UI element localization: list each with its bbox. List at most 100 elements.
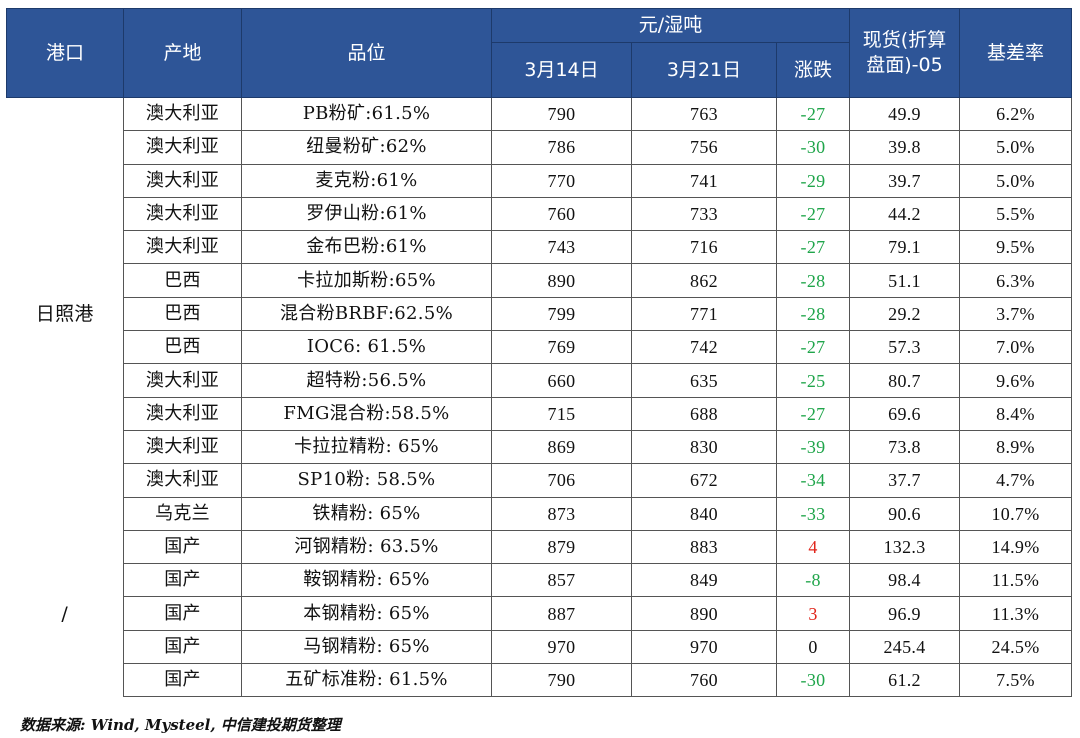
table-row: 国产 鞍钢精粉: 65% 857 849 -8 98.4 11.5%: [7, 563, 1072, 598]
basis-rate-cell: 6.3%: [959, 263, 1072, 298]
basis-rate-cell: 8.4%: [959, 396, 1072, 431]
price-date-2-cell: 890: [631, 596, 777, 631]
basis-rate-cell: 4.7%: [959, 463, 1072, 498]
price-date-2-cell: 883: [631, 529, 777, 565]
iron-ore-price-table: 港口 产地 品位 元/湿吨 现货(折算盘面)-05 基差率 3月14日 3月21…: [6, 8, 1072, 698]
price-date-2-cell: 760: [631, 663, 777, 698]
port-cell: 日照港: [6, 97, 124, 531]
origin-cell: 国产: [123, 563, 242, 598]
header-date-2: 3月21日: [631, 42, 777, 98]
change-cell: -33: [776, 496, 850, 531]
price-date-1-cell: 786: [491, 130, 632, 165]
change-cell: -27: [776, 230, 850, 265]
grade-cell: 本钢精粉: 65%: [241, 596, 492, 631]
price-date-1-cell: 799: [491, 296, 632, 332]
price-date-1-cell: 890: [491, 263, 632, 298]
basis-rate-cell: 3.7%: [959, 296, 1072, 332]
price-date-2-cell: 763: [631, 96, 777, 132]
header-origin: 产地: [123, 8, 242, 98]
change-cell: -8: [776, 563, 850, 598]
header-grade: 品位: [241, 8, 492, 98]
price-date-1-cell: 660: [491, 363, 632, 398]
spot-basis-cell: 39.7: [849, 163, 960, 198]
table-row: 澳大利亚 FMG混合粉:58.5% 715 688 -27 69.6 8.4%: [7, 396, 1072, 431]
price-date-2-cell: 771: [631, 296, 777, 332]
price-date-1-cell: 715: [491, 396, 632, 431]
origin-cell: 国产: [123, 596, 242, 631]
origin-cell: 澳大利亚: [123, 463, 242, 498]
table-row: 巴西 混合粉BRBF:62.5% 799 771 -28 29.2 3.7%: [7, 296, 1072, 332]
origin-cell: 巴西: [123, 296, 242, 332]
change-cell: 4: [776, 529, 850, 565]
price-date-1-cell: 769: [491, 330, 632, 365]
change-cell: -27: [776, 330, 850, 365]
grade-cell: IOC6: 61.5%: [241, 330, 492, 365]
grade-cell: FMG混合粉:58.5%: [241, 396, 492, 431]
grade-cell: 河钢精粉: 63.5%: [241, 529, 492, 565]
grade-cell: 混合粉BRBF:62.5%: [241, 296, 492, 332]
price-date-2-cell: 742: [631, 330, 777, 365]
change-cell: -28: [776, 296, 850, 332]
price-date-1-cell: 970: [491, 629, 632, 665]
change-cell: -30: [776, 130, 850, 165]
table-row: 澳大利亚 SP10粉: 58.5% 706 672 -34 37.7 4.7%: [7, 463, 1072, 498]
basis-rate-cell: 5.0%: [959, 130, 1072, 165]
price-date-2-cell: 672: [631, 463, 777, 498]
basis-rate-cell: 5.0%: [959, 163, 1072, 198]
change-cell: -30: [776, 663, 850, 698]
change-cell: -27: [776, 396, 850, 431]
table-row: 澳大利亚 罗伊山粉:61% 760 733 -27 44.2 5.5%: [7, 196, 1072, 232]
origin-cell: 巴西: [123, 263, 242, 298]
header-spot: 现货(折算盘面)-05: [849, 8, 960, 98]
grade-cell: 铁精粉: 65%: [241, 496, 492, 531]
basis-rate-cell: 9.6%: [959, 363, 1072, 398]
origin-cell: 澳大利亚: [123, 96, 242, 132]
data-source-note: 数据来源: Wind, Mysteel, 中信建投期货整理: [20, 716, 341, 734]
spot-basis-cell: 44.2: [849, 196, 960, 232]
price-date-2-cell: 862: [631, 263, 777, 298]
table-row: 国产 本钢精粉: 65% 887 890 3 96.9 11.3%: [7, 596, 1072, 631]
change-cell: -39: [776, 429, 850, 465]
origin-cell: 澳大利亚: [123, 429, 242, 465]
spot-basis-cell: 98.4: [849, 563, 960, 598]
spot-basis-cell: 90.6: [849, 496, 960, 531]
price-date-2-cell: 716: [631, 230, 777, 265]
origin-cell: 乌克兰: [123, 496, 242, 531]
price-date-2-cell: 849: [631, 563, 777, 598]
header-basis: 基差率: [959, 8, 1072, 98]
price-date-1-cell: 873: [491, 496, 632, 531]
origin-cell: 巴西: [123, 330, 242, 365]
table-row: / 国产 河钢精粉: 63.5% 879 883 4 132.3 14.9%: [6, 529, 1072, 697]
table-row: 澳大利亚 卡拉拉精粉: 65% 869 830 -39 73.8 8.9%: [7, 429, 1072, 465]
origin-cell: 国产: [123, 529, 242, 565]
price-date-2-cell: 741: [631, 163, 777, 198]
basis-rate-cell: 14.9%: [959, 529, 1072, 565]
basis-rate-cell: 7.0%: [959, 330, 1072, 365]
spot-basis-cell: 39.8: [849, 130, 960, 165]
price-date-1-cell: 743: [491, 230, 632, 265]
grade-cell: 罗伊山粉:61%: [241, 196, 492, 232]
header-port: 港口: [6, 8, 124, 98]
price-date-1-cell: 760: [491, 196, 632, 232]
grade-cell: 五矿标准粉: 61.5%: [241, 663, 492, 698]
price-date-2-cell: 756: [631, 130, 777, 165]
price-date-1-cell: 869: [491, 429, 632, 465]
basis-rate-cell: 7.5%: [959, 663, 1072, 698]
grade-cell: 金布巴粉:61%: [241, 230, 492, 265]
spot-basis-cell: 73.8: [849, 429, 960, 465]
origin-cell: 澳大利亚: [123, 163, 242, 198]
spot-basis-cell: 80.7: [849, 363, 960, 398]
grade-cell: 卡拉加斯粉:65%: [241, 263, 492, 298]
origin-cell: 澳大利亚: [123, 230, 242, 265]
price-date-1-cell: 790: [491, 663, 632, 698]
grade-cell: 麦克粉:61%: [241, 163, 492, 198]
basis-rate-cell: 8.9%: [959, 429, 1072, 465]
table-row: 国产 五矿标准粉: 61.5% 790 760 -30 61.2 7.5%: [7, 663, 1072, 698]
basis-rate-cell: 10.7%: [959, 496, 1072, 531]
grade-cell: SP10粉: 58.5%: [241, 463, 492, 498]
price-date-1-cell: 857: [491, 563, 632, 598]
basis-rate-cell: 24.5%: [959, 629, 1072, 665]
price-date-2-cell: 830: [631, 429, 777, 465]
basis-rate-cell: 11.3%: [959, 596, 1072, 631]
origin-cell: 澳大利亚: [123, 363, 242, 398]
